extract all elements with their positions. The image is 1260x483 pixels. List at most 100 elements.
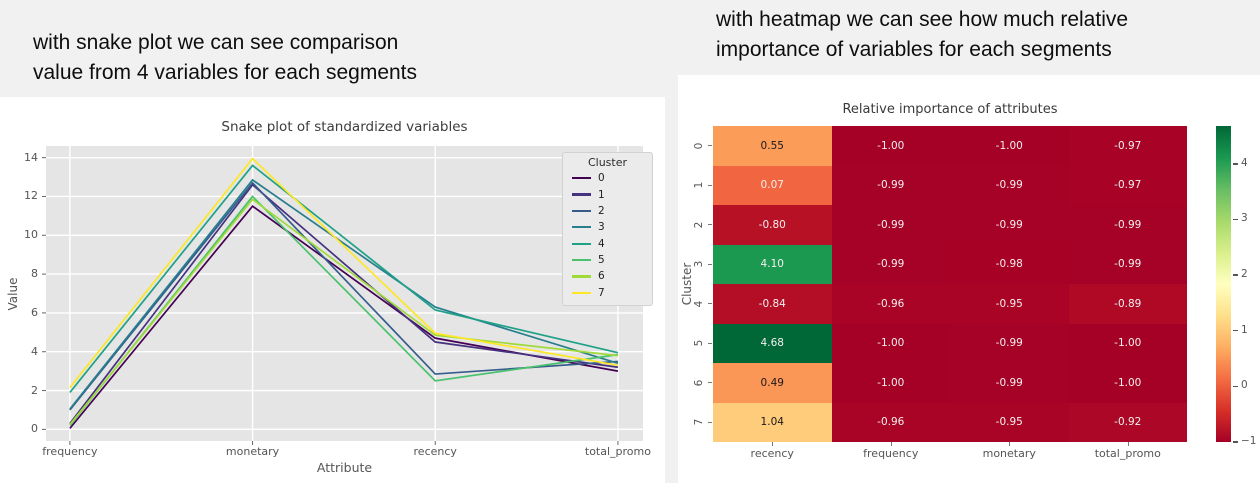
legend-label: 2 bbox=[598, 204, 605, 217]
legend-line-swatch bbox=[572, 258, 591, 262]
heatmap-cell-4-recency: -0.84 bbox=[713, 284, 832, 324]
heatmap-cell-2-frequency: -0.99 bbox=[831, 205, 950, 245]
heatmap-cell-7-monetary: -0.95 bbox=[950, 402, 1069, 442]
legend-item-cluster-4: 4 bbox=[563, 236, 652, 252]
heatmap-row-label: 2 bbox=[693, 221, 705, 229]
heatmap-cell-6-total_promo: -1.00 bbox=[1068, 363, 1187, 403]
heatmap-cell-2-total_promo: -0.99 bbox=[1068, 205, 1187, 245]
y-tick-label: 6 bbox=[31, 305, 38, 319]
heatmap-cell-3-recency: 4.10 bbox=[713, 244, 832, 284]
snake-plot-figure: Snake plot of standardized variables 0 2 4… bbox=[0, 97, 665, 483]
heatmap-cell-1-monetary: -0.99 bbox=[950, 165, 1069, 205]
colorbar-tick-mark bbox=[1233, 274, 1238, 276]
heatmap-cell-3-monetary: -0.98 bbox=[950, 244, 1069, 284]
annotation-line-2: value from 4 variables for each segments bbox=[33, 61, 418, 84]
row-tick-mark bbox=[708, 303, 712, 305]
x-tick-label: recency bbox=[413, 445, 457, 458]
heatmap-cell-0-recency: 0.55 bbox=[713, 126, 832, 166]
row-tick-mark bbox=[708, 382, 712, 384]
snake-line-cluster-4 bbox=[69, 164, 619, 394]
snake-line-cluster-7 bbox=[69, 157, 619, 389]
x-tick-label: monetary bbox=[225, 445, 280, 458]
colorbar-tick-label: 0 bbox=[1241, 379, 1248, 392]
heatmap-row-label: 1 bbox=[693, 181, 705, 189]
legend-items: 0 1 2 3 4 5 6 7 bbox=[563, 170, 652, 301]
legend-line-swatch bbox=[572, 177, 591, 180]
heatmap-cell-0-frequency: -1.00 bbox=[831, 126, 950, 166]
colorbar-tick-mark bbox=[1233, 441, 1238, 443]
row-tick-mark bbox=[708, 184, 712, 186]
heatmap-cell-2-recency: -0.80 bbox=[713, 205, 832, 245]
heatmap-cell-1-frequency: -0.99 bbox=[831, 165, 950, 205]
annotation-heatmap: with heatmap we can see how much relativ… bbox=[716, 5, 1128, 65]
heatmap-cell-6-recency: 0.49 bbox=[713, 363, 832, 403]
column-tick-mark bbox=[1009, 442, 1011, 446]
colorbar-tick-label: 2 bbox=[1241, 268, 1248, 281]
colorbar-tick-label: −1 bbox=[1241, 435, 1257, 447]
heatmap-cell-3-frequency: -0.99 bbox=[831, 244, 950, 284]
annotation-line-1: with snake plot we can see comparison bbox=[33, 31, 399, 54]
heatmap-cell-0-monetary: -1.00 bbox=[950, 126, 1069, 166]
annotation-line-2: importance of variables for each segment… bbox=[716, 38, 1112, 61]
y-tick-label: 14 bbox=[24, 150, 38, 164]
row-tick-mark bbox=[708, 145, 712, 147]
heatmap-cell-5-frequency: -1.00 bbox=[831, 323, 950, 363]
y-tick-label: 4 bbox=[31, 344, 38, 358]
heatmap-cell-4-total_promo: -0.89 bbox=[1068, 284, 1187, 324]
legend-label: 6 bbox=[598, 270, 605, 283]
y-tick-label: 8 bbox=[31, 267, 38, 281]
y-tick-label: 2 bbox=[31, 383, 38, 397]
heatmap-cell-7-total_promo: -0.92 bbox=[1068, 402, 1187, 442]
heatmap-cell-1-recency: 0.07 bbox=[713, 165, 832, 205]
heatmap-cell-6-monetary: -0.99 bbox=[950, 363, 1069, 403]
heatmap-cell-3-total_promo: -0.99 bbox=[1068, 244, 1187, 284]
snake-plot-canvas bbox=[42, 146, 643, 445]
heatmap-row-label: 6 bbox=[693, 379, 705, 387]
heatmap-row-label: 7 bbox=[693, 418, 705, 426]
heatmap-row-label: 0 bbox=[693, 142, 705, 150]
column-tick-mark bbox=[890, 442, 892, 446]
colorbar-tick-label: 3 bbox=[1241, 212, 1248, 225]
heatmap-title: Relative importance of attributes bbox=[842, 102, 1058, 117]
heatmap-cell-0-total_promo: -0.97 bbox=[1068, 126, 1187, 166]
snake-x-axis-label: Attribute bbox=[316, 460, 373, 475]
annotation-snake-plot: with snake plot we can see comparison va… bbox=[33, 28, 417, 88]
colorbar-tick-label: 4 bbox=[1241, 156, 1248, 169]
legend-label: 7 bbox=[598, 286, 605, 299]
row-tick-mark bbox=[708, 263, 712, 265]
heatmap-y-axis-label: Cluster bbox=[680, 262, 694, 306]
heatmap-column-label: recency bbox=[750, 447, 794, 460]
legend-item-cluster-7: 7 bbox=[563, 285, 652, 301]
heatmap-column-label: total_promo bbox=[1094, 447, 1161, 460]
y-tick-label: 10 bbox=[24, 228, 38, 242]
column-tick-mark bbox=[772, 442, 774, 446]
y-tick-label: 12 bbox=[24, 189, 38, 203]
annotation-line-1: with heatmap we can see how much relativ… bbox=[716, 8, 1129, 31]
legend-item-cluster-6: 6 bbox=[563, 268, 652, 284]
snake-line-cluster-1 bbox=[69, 183, 619, 425]
heatmap-cell-5-recency: 4.68 bbox=[713, 323, 832, 363]
colorbar-tick-label: 1 bbox=[1241, 323, 1248, 336]
legend-line-swatch bbox=[572, 226, 591, 229]
legend-label: 3 bbox=[598, 221, 605, 234]
heatmap-cell-4-monetary: -0.95 bbox=[950, 284, 1069, 324]
legend-label: 1 bbox=[598, 188, 605, 201]
legend-line-swatch bbox=[572, 209, 591, 213]
heatmap-row-label: 5 bbox=[693, 339, 705, 347]
legend-line-swatch bbox=[572, 242, 591, 245]
legend-item-cluster-0: 0 bbox=[563, 170, 652, 186]
heatmap-figure: Relative importance of attributes 0.55 -1… bbox=[678, 75, 1260, 483]
x-tick-label: total_promo bbox=[584, 445, 651, 458]
heatmap-cell-5-monetary: -0.99 bbox=[950, 323, 1069, 363]
legend-line-swatch bbox=[572, 275, 591, 278]
heatmap-column-label: frequency bbox=[863, 447, 919, 460]
x-tick-label: frequency bbox=[42, 445, 98, 458]
heatmap-row-label: 4 bbox=[693, 300, 705, 308]
row-tick-mark bbox=[708, 342, 712, 344]
row-tick-mark bbox=[708, 224, 712, 226]
heatmap-cell-7-frequency: -0.96 bbox=[831, 402, 950, 442]
column-tick-mark bbox=[1127, 442, 1129, 446]
legend-item-cluster-1: 1 bbox=[563, 186, 652, 202]
colorbar-tick-mark bbox=[1233, 163, 1238, 165]
